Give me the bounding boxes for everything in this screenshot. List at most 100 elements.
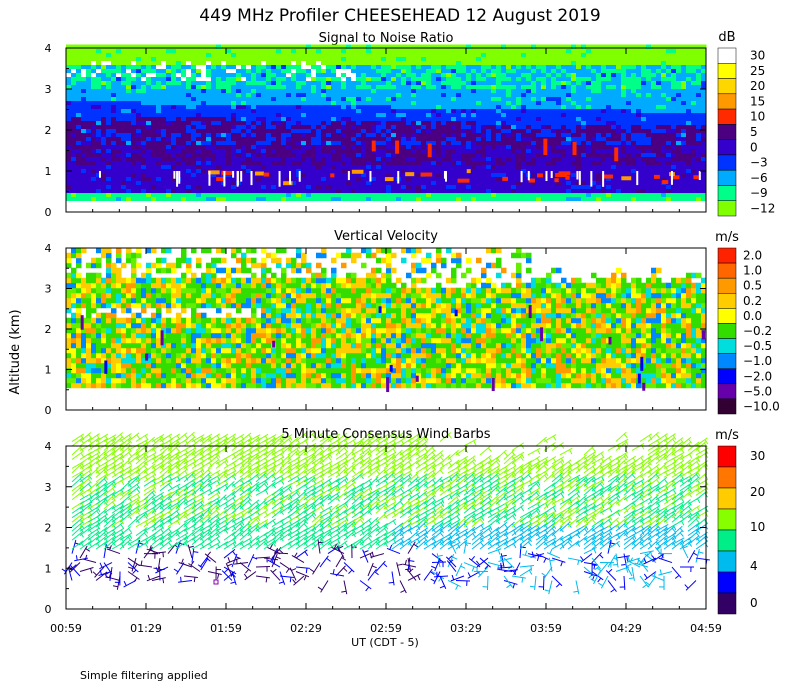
snr-title: Signal to Noise Ratio: [319, 31, 454, 46]
y-tick-label: 4: [45, 242, 52, 255]
velocity-colorbar-label: −5.0: [743, 384, 772, 398]
y-tick-label: 3: [45, 481, 52, 494]
snr-colorbar-swatch: [717, 78, 737, 95]
velocity-colorbar-swatch: [717, 262, 737, 279]
velocity-colorbar-label: 0.2: [743, 294, 762, 308]
velocity-colorbar-label: −0.2: [743, 324, 772, 338]
velocity-colorbar-swatch: [717, 368, 737, 385]
wind-colorbar: 30 20 10 4 0 m/s: [715, 428, 765, 615]
velocity-colorbar-swatch: [717, 277, 737, 294]
snr-colorbar-label: 25: [750, 64, 765, 78]
y-tick-label: 1: [45, 364, 52, 377]
x-tick-label: 02:29: [290, 622, 322, 635]
snr-colorbar-swatch: [717, 108, 737, 125]
calm-marker: [213, 579, 219, 585]
snr-colorbar-label: 10: [750, 110, 765, 124]
x-axis-label: UT (CDT - 5): [351, 636, 419, 649]
velocity-colorbar-label: 2.0: [743, 249, 762, 263]
y-tick-label: 2: [45, 124, 52, 137]
velocity-colorbar-swatch: [717, 383, 737, 400]
wind-colorbar-swatch: [717, 487, 737, 510]
velocity-colorbar-swatch: [717, 338, 737, 354]
snr-colorbar-label: 5: [750, 125, 758, 139]
wind-colorbar-label: 4: [750, 559, 758, 573]
velocity-colorbar-label: −2.0: [743, 369, 772, 383]
snr-colorbar-label: −3: [750, 156, 768, 170]
wind-colorbar-swatch: [717, 508, 737, 531]
wind-colorbar-swatch: [717, 529, 737, 552]
velocity-colorbar-swatch: [717, 247, 737, 264]
x-tick-label: 03:29: [450, 622, 482, 635]
velocity-heatmap: [66, 247, 707, 393]
velocity-colorbar-label: 0.5: [743, 279, 762, 293]
snr-colorbar-label: 20: [750, 79, 765, 93]
wind-colorbar-swatch: [717, 445, 737, 468]
velocity-colorbar-label: 0.0: [743, 309, 762, 323]
y-axis-label: Altitude (km): [8, 309, 23, 394]
x-tick-label: 03:59: [530, 622, 562, 635]
velocity-colorbar-label: 1.0: [743, 264, 762, 278]
wind-colorbar-swatch: [717, 550, 737, 573]
snr-colorbar-label: 15: [750, 94, 765, 108]
velocity-colorbar-swatch: [717, 398, 737, 415]
vertical-velocity-panel: Vertical Velocity 2.01.00.50.20.0−0.2−0.5…: [66, 229, 780, 415]
snr-heatmap: [66, 44, 707, 202]
shared-axes: 0 1 2 3 4 0 1 2 3 4 0 1 2 3 4 00:59 01:29 01:59 02:29 02:59…: [45, 42, 722, 635]
velocity-colorbar-label: −10.0: [743, 399, 780, 413]
y-tick-label: 4: [45, 440, 52, 453]
y-tick-label: 3: [45, 83, 52, 96]
y-tick-label: 0: [45, 404, 52, 417]
x-tick-label: 01:59: [210, 622, 242, 635]
wind-colorbar-label: 10: [750, 520, 765, 534]
wind-barbs: [61, 431, 710, 595]
velocity-colorbar-label: −1.0: [743, 354, 772, 368]
y-tick-label: 2: [45, 323, 52, 336]
snr-colorbar-swatch: [717, 124, 737, 140]
velocity-colorbar-label: −0.5: [743, 339, 772, 353]
velocity-colorbar: 2.01.00.50.20.0−0.2−0.5−1.0−2.0−5.0−10.0…: [715, 230, 780, 415]
snr-colorbar-swatch: [717, 185, 737, 201]
y-tick-label: 4: [45, 42, 52, 55]
wind-colorbar-swatch: [717, 592, 737, 615]
velocity-colorbar-swatch: [717, 308, 737, 324]
snr-colorbar-label: 0: [750, 140, 758, 154]
wind-colorbar-swatch: [717, 466, 737, 489]
y-tick-label: 2: [45, 522, 52, 535]
velocity-colorbar-swatch: [717, 353, 737, 369]
y-tick-label: 0: [45, 206, 52, 219]
wind-colorbar-label: 0: [750, 596, 758, 610]
y-tick-label: 1: [45, 165, 52, 178]
x-tick-label: 01:29: [130, 622, 162, 635]
snr-colorbar-label: −9: [750, 186, 768, 200]
wind-barb-panel: 5 Minute Consensus Wind Barbs 30 20 10 4 0 m/s: [61, 427, 765, 615]
x-tick-label: 04:29: [610, 622, 642, 635]
y-tick-label: 0: [45, 603, 52, 616]
velocity-units: m/s: [715, 230, 739, 245]
velocity-colorbar-swatch: [717, 293, 737, 309]
x-tick-label: 00:59: [50, 622, 82, 635]
snr-colorbar-swatch: [717, 63, 737, 79]
footer-note: Simple filtering applied: [80, 669, 208, 682]
wind-title: 5 Minute Consensus Wind Barbs: [281, 427, 490, 442]
wind-units: m/s: [715, 428, 739, 443]
y-tick-label: 3: [45, 283, 52, 296]
wind-colorbar-label: 20: [750, 485, 765, 499]
snr-colorbar-swatch: [717, 139, 737, 156]
wind-colorbar-swatch: [717, 571, 737, 594]
snr-colorbar-swatch: [717, 47, 737, 64]
snr-colorbar-label: 30: [750, 49, 765, 63]
snr-colorbar-swatch: [717, 169, 737, 186]
snr-colorbar-label: −6: [750, 171, 768, 185]
snr-units: dB: [718, 30, 735, 45]
velocity-colorbar-swatch: [717, 323, 737, 339]
snr-colorbar-swatch: [717, 200, 737, 217]
snr-colorbar-swatch: [717, 93, 737, 110]
snr-colorbar-swatch: [717, 154, 737, 171]
x-tick-label: 02:59: [370, 622, 402, 635]
figure-title: 449 MHz Profiler CHEESEHEAD 12 August 20…: [199, 6, 600, 26]
y-tick-label: 1: [45, 562, 52, 575]
x-tick-label: 04:59: [690, 622, 722, 635]
